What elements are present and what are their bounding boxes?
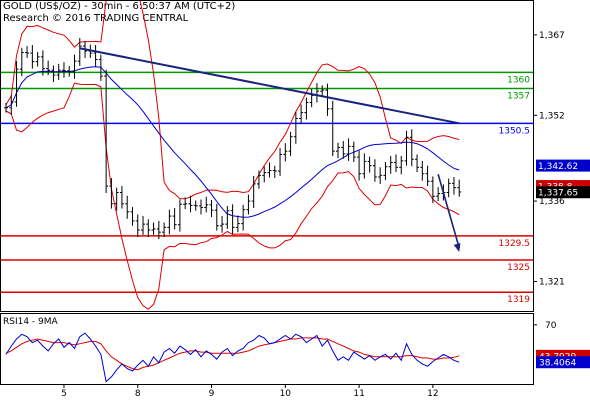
level-label-1329.5: 1329.5: [499, 239, 531, 249]
rsi-y-tick-label: 70: [545, 321, 557, 331]
level-label-1350.5: 1350.5: [499, 126, 531, 136]
level-label-1319: 1319: [507, 295, 530, 305]
rsi-plot-area: [5, 332, 460, 383]
forecast-arrow-head: [453, 243, 461, 253]
y-tick-label: 1,321: [539, 278, 565, 288]
rsi-value-tag-box: [536, 356, 590, 369]
level-label-1357: 1357: [507, 91, 530, 101]
level-label-1360: 1360: [507, 75, 530, 85]
x-tick-label: 8: [135, 389, 141, 399]
x-tick-label: 12: [427, 389, 438, 399]
x-tick-label: 9: [209, 389, 215, 399]
price-plot-area: [1, 1, 533, 310]
forecast-arrow-shaft: [437, 174, 460, 249]
x-tick-label: 11: [353, 389, 364, 399]
price-panel-frame: [0, 0, 534, 312]
price-tag-box: [536, 186, 590, 199]
y-tick-label: 1,367: [539, 31, 565, 41]
rsi-value-tag-label: 38.4064: [539, 359, 576, 369]
x-tick-label: 5: [61, 389, 67, 399]
y-tick-label: 1,336: [539, 197, 565, 207]
chart-copyright: Research © 2016 TRADING CENTRAL: [3, 13, 189, 24]
price-tag-label: 1,337.65: [538, 189, 578, 199]
bollinger-upper-band: [5, 1, 460, 200]
moving-average-line: [5, 66, 460, 218]
chart-title: GOLD (US$/OZ) - 30min - 6:50:37 AM (UTC+…: [3, 1, 236, 12]
rsi-panel-title: RSI14 - 9MA: [3, 317, 59, 327]
x-tick-label: 10: [280, 389, 292, 399]
y-tick-label: 1,352: [539, 111, 565, 121]
rsi-panel-frame: [0, 313, 534, 385]
bollinger-lower-band: [5, 82, 460, 310]
resistance-trendline: [79, 47, 460, 125]
price-tag-label: 1,342.62: [538, 162, 578, 172]
rsi-ma-line: [5, 337, 460, 371]
level-label-1325: 1325: [507, 263, 530, 273]
rsi-line: [5, 332, 460, 383]
price-tag-box: [536, 159, 590, 172]
